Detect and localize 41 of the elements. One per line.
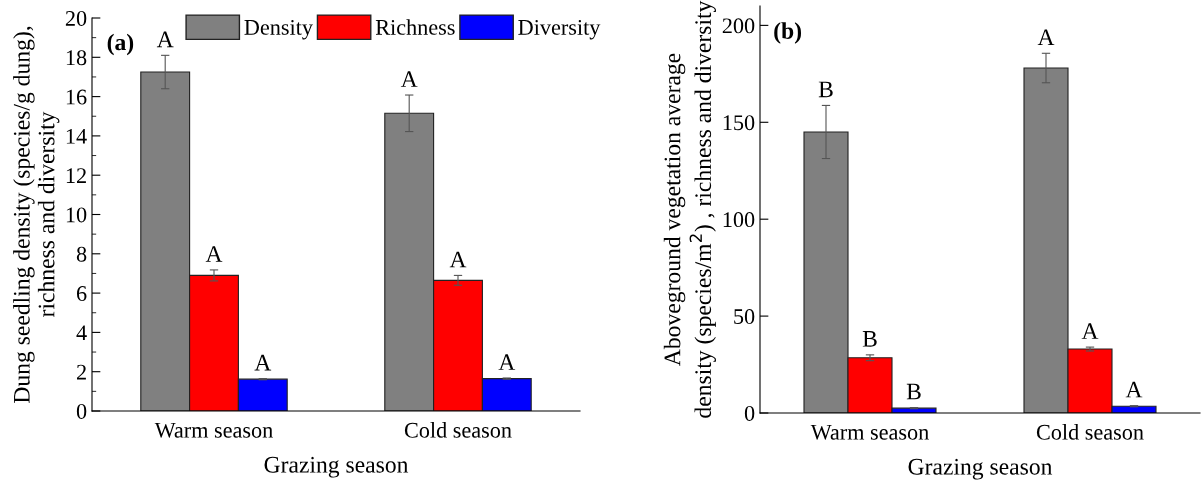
data-label: A bbox=[449, 251, 467, 268]
data-label: B bbox=[818, 81, 833, 98]
x-tick-label: Cold season bbox=[404, 422, 512, 438]
y-tick-label: 100 bbox=[723, 212, 755, 228]
data-label: A bbox=[498, 354, 516, 370]
text: (b) bbox=[774, 22, 802, 44]
y-tick-label: 4 bbox=[76, 325, 87, 341]
y-tick-label: 0 bbox=[76, 403, 87, 419]
y-tick-label: 2 bbox=[77, 364, 86, 380]
y-tick-label: 150 bbox=[723, 115, 755, 131]
data-label: A bbox=[1081, 323, 1099, 339]
text: (a) bbox=[107, 33, 134, 56]
x-tick-label: Cold season bbox=[1036, 424, 1144, 440]
x-tick-label: Warm season bbox=[154, 422, 273, 438]
y-axis-title: Dung seedling density (species/g dung), richness and diversity bbox=[13, 26, 60, 404]
data-label: A bbox=[400, 71, 418, 87]
data-label: A bbox=[1125, 381, 1143, 398]
data-label: B bbox=[906, 383, 921, 400]
y-tick-label: 16 bbox=[66, 89, 87, 105]
legend-label: Density bbox=[244, 19, 313, 40]
legend-label: Richness bbox=[375, 19, 455, 35]
y-tick-label: 12 bbox=[66, 168, 86, 183]
y-tick-label: 50 bbox=[734, 309, 755, 325]
y-tick-label: 10 bbox=[66, 207, 87, 223]
data-label: B bbox=[862, 331, 877, 347]
y-axis-title: Aboveground vegetation average density (species/m$^{2}$) , richness and diversity bbox=[663, 0, 716, 418]
data-label: A bbox=[205, 246, 223, 262]
x-axis-title: Grazing season bbox=[264, 456, 409, 478]
legend-label: Diversity bbox=[518, 19, 601, 40]
data-label: A bbox=[156, 31, 174, 48]
y-tick-label: 6 bbox=[76, 286, 87, 302]
y-tick-label: 8 bbox=[76, 246, 87, 262]
y-tick-label: 0 bbox=[744, 405, 755, 421]
data-label: A bbox=[1037, 29, 1055, 46]
x-tick-label: Warm season bbox=[810, 424, 929, 440]
x-axis-title: Grazing season bbox=[908, 458, 1053, 480]
y-tick-label: 14 bbox=[66, 128, 87, 144]
data-label: A bbox=[254, 354, 272, 371]
y-tick-label: 20 bbox=[65, 10, 87, 26]
y-tick-label: 18 bbox=[66, 50, 87, 66]
y-tick-label: 200 bbox=[722, 18, 755, 34]
